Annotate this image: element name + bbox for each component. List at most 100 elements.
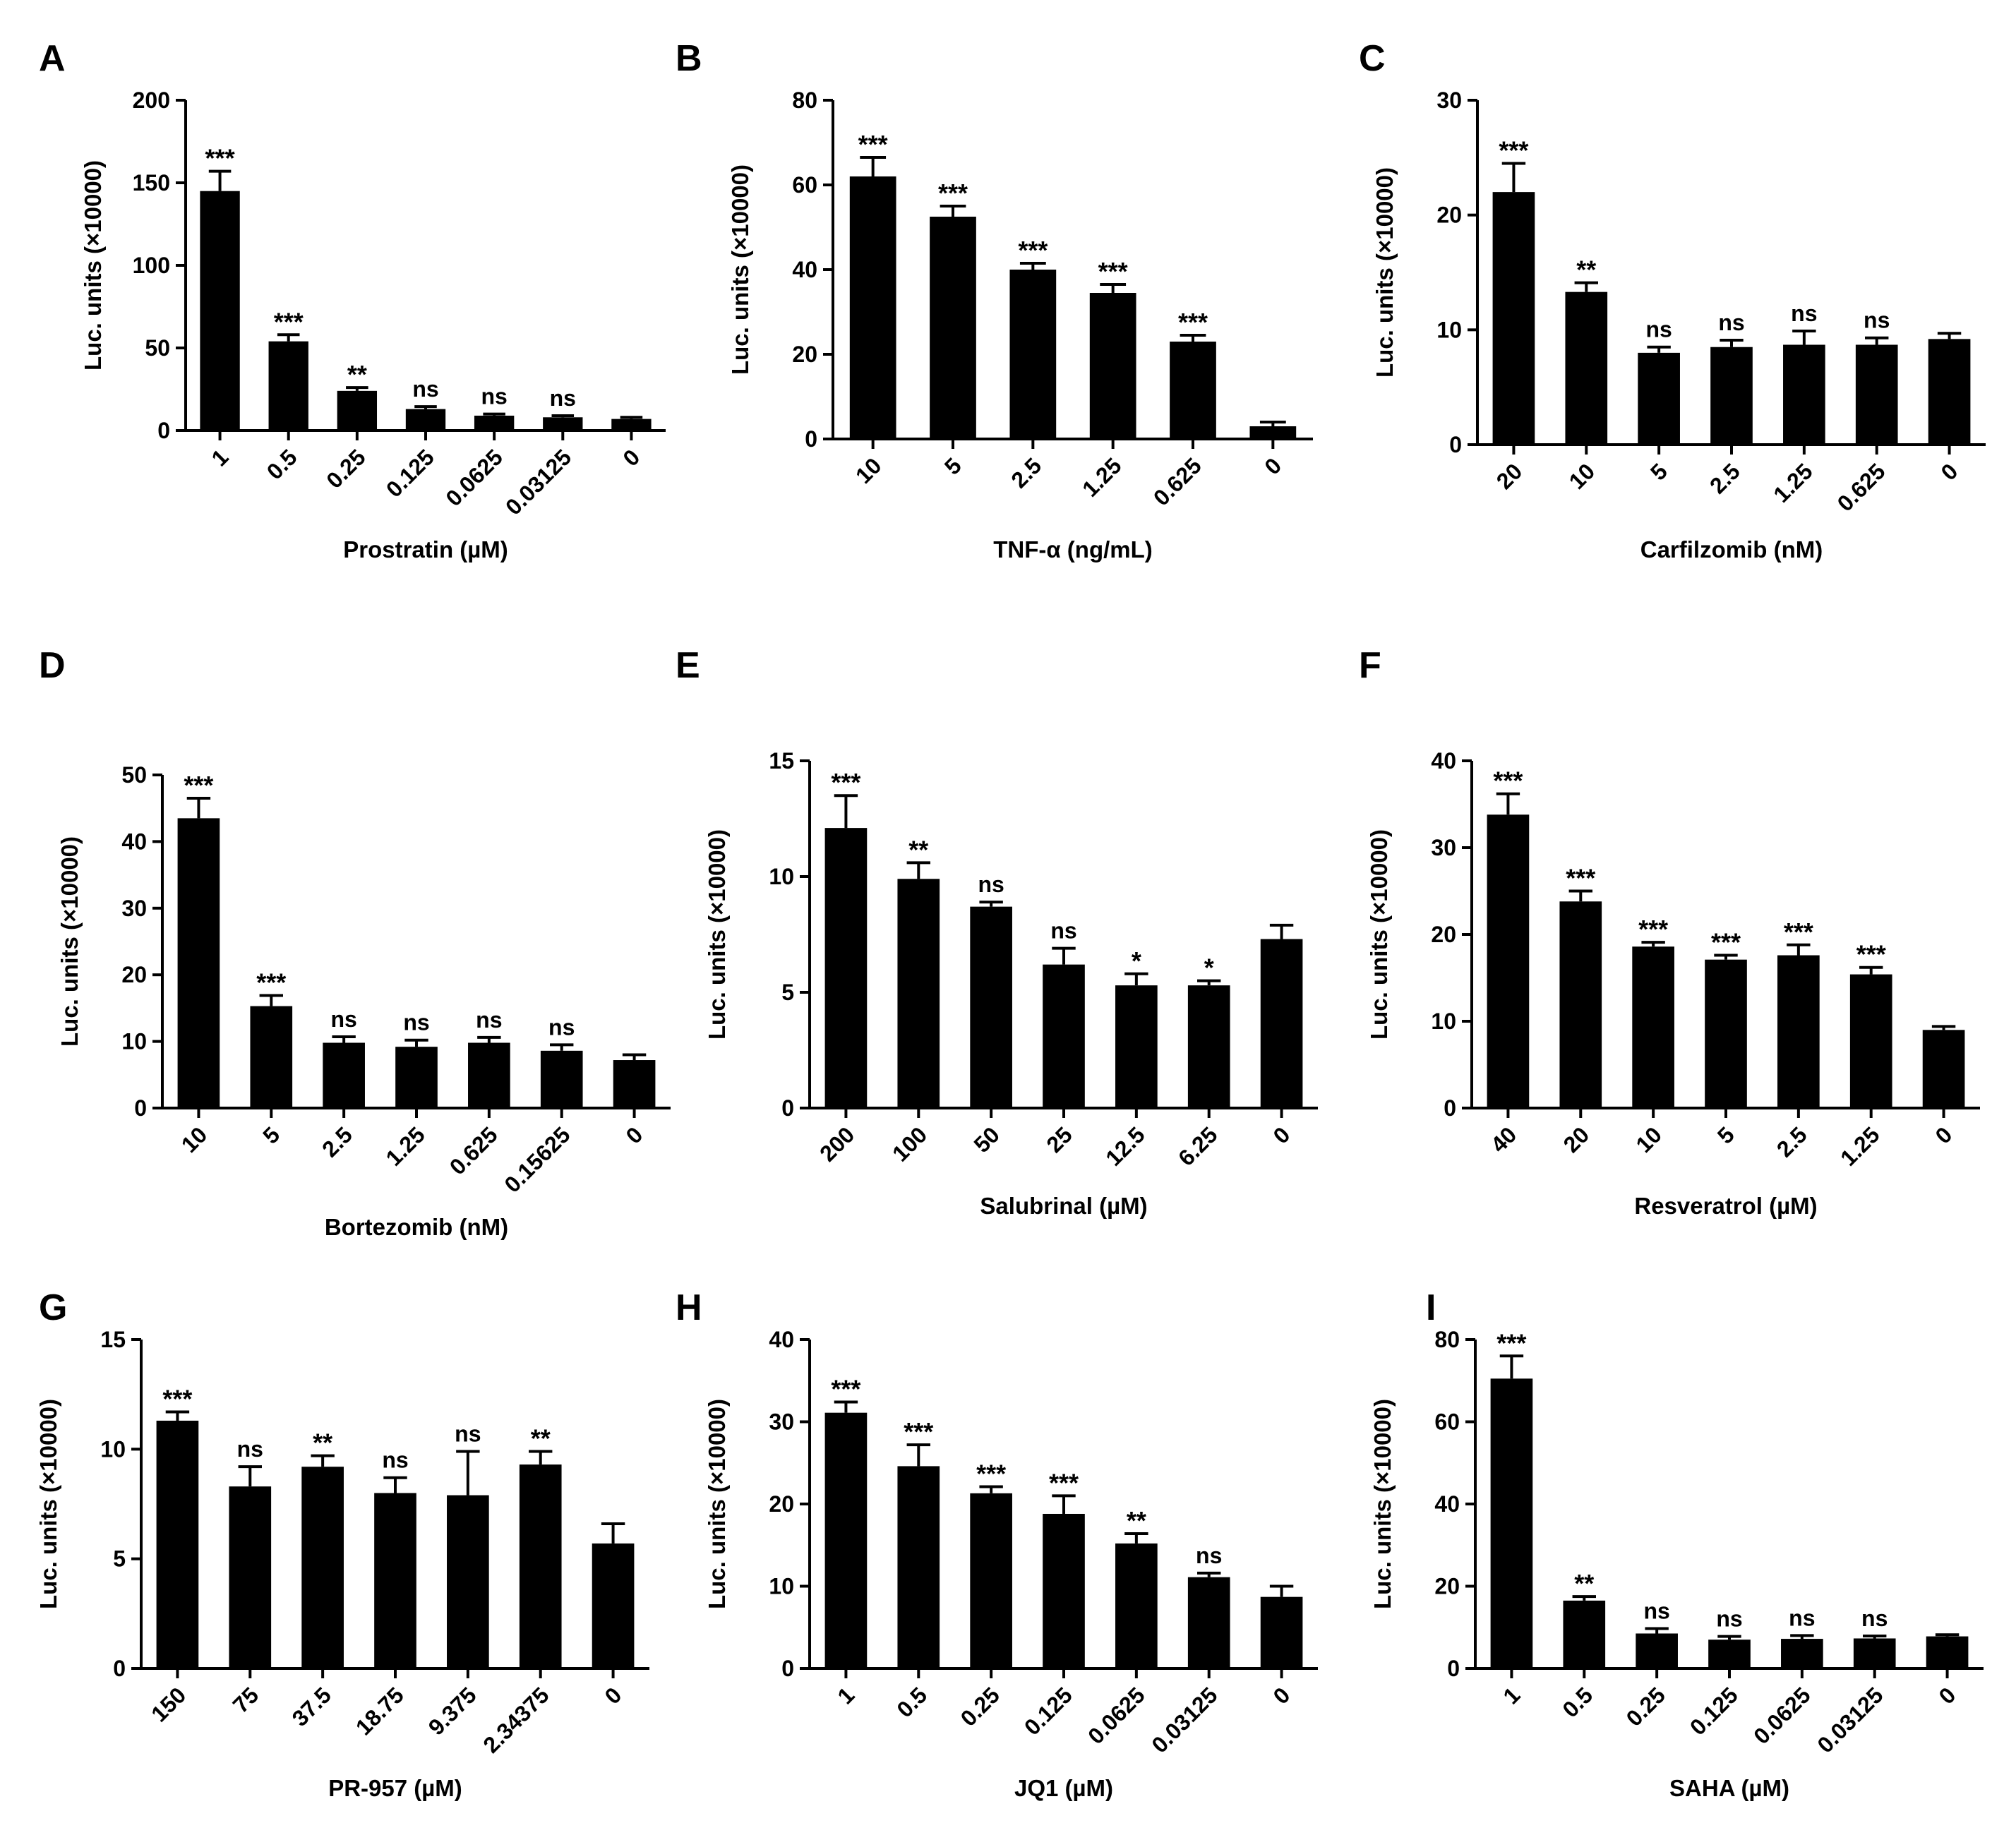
bar <box>447 1495 489 1668</box>
panel-c: C 0 10 20 30 Luc. units (×10000) *** 20 ** 10 ns 5 n… <box>1359 38 1986 562</box>
y-tick-label: 200 <box>133 88 170 113</box>
y-tick-label: 10 <box>1431 1009 1456 1034</box>
bar <box>250 1006 293 1108</box>
x-tick-label: 1.25 <box>1835 1121 1884 1170</box>
x-tick-label: 2.5 <box>1705 458 1745 498</box>
x-tick-label: 0.625 <box>445 1121 503 1179</box>
bar <box>1249 426 1297 439</box>
bar <box>1708 1640 1751 1668</box>
x-axis-label: Salubrinal (µM) <box>980 1193 1147 1219</box>
x-tick-label: 10 <box>1564 458 1600 494</box>
y-tick-label: 50 <box>121 762 147 788</box>
bar <box>395 1047 438 1108</box>
bar <box>519 1464 562 1668</box>
bar <box>1490 1378 1533 1668</box>
y-tick-label: 0 <box>781 1095 794 1121</box>
bar <box>1187 985 1230 1108</box>
bar <box>849 176 896 439</box>
panel-letter: I <box>1426 1287 1436 1328</box>
x-axis-label: JQ1 (µM) <box>1014 1775 1113 1801</box>
x-tick-label: 0.15625 <box>499 1121 575 1197</box>
y-tick-label: 10 <box>769 864 794 889</box>
x-tick-label: 0.25 <box>1621 1682 1670 1731</box>
significance-label: ns <box>382 1448 408 1473</box>
x-tick-label: 150 <box>146 1682 191 1726</box>
y-axis-label: Luc. units (×10000) <box>1366 829 1392 1040</box>
bar <box>970 906 1012 1108</box>
y-tick-label: 40 <box>1431 748 1456 774</box>
significance-label: *** <box>1178 308 1208 337</box>
x-tick-label: 0.0625 <box>440 444 508 511</box>
panel-letter: F <box>1359 645 1381 686</box>
panel-letter: H <box>676 1287 702 1328</box>
significance-label: *** <box>1496 1328 1526 1357</box>
y-tick-label: 60 <box>792 172 817 198</box>
x-tick-label: 0.125 <box>1019 1682 1077 1740</box>
panel-g: G 0 5 10 15 Luc. units (×10000) *** 150 ns 75 ** 37… <box>35 1287 649 1801</box>
bar <box>897 879 940 1108</box>
significance-label: ns <box>481 384 507 409</box>
x-tick-label: 5 <box>1645 458 1672 485</box>
significance-label: *** <box>1493 766 1523 795</box>
significance-label: ns <box>1789 1605 1815 1630</box>
significance-label: ns <box>1864 308 1890 333</box>
panel-letter: D <box>39 645 66 686</box>
x-tick-label: 0.03125 <box>500 444 576 519</box>
y-tick-label: 20 <box>121 962 147 987</box>
x-tick-label: 0 <box>620 1121 647 1148</box>
x-tick-label: 5 <box>1712 1121 1739 1148</box>
panel-letter: A <box>39 38 66 79</box>
significance-label: ns <box>978 872 1004 897</box>
y-tick-label: 20 <box>769 1491 794 1517</box>
significance-label: *** <box>256 968 286 997</box>
bar <box>613 1060 656 1108</box>
bar <box>824 1412 868 1668</box>
x-tick-label: 2.5 <box>1772 1121 1812 1162</box>
x-axis-label: Resveratrol (µM) <box>1634 1193 1817 1219</box>
significance-label: ** <box>1574 1569 1594 1598</box>
bar <box>1492 192 1535 445</box>
y-tick-label: 5 <box>113 1546 126 1572</box>
y-tick-label: 60 <box>1434 1409 1460 1435</box>
significance-label: ** <box>1127 1506 1146 1535</box>
significance-label: *** <box>1711 928 1741 957</box>
bar <box>1565 291 1608 445</box>
bar <box>1855 344 1898 445</box>
x-axis-label: SAHA (µM) <box>1669 1775 1789 1801</box>
y-tick-label: 50 <box>145 335 170 361</box>
x-tick-label: 10 <box>1631 1121 1667 1157</box>
panel-letter: B <box>676 38 702 79</box>
x-tick-label: 100 <box>887 1121 932 1166</box>
x-tick-label: 10 <box>851 452 887 488</box>
y-axis-label: Luc. units (×10000) <box>56 836 83 1047</box>
significance-label: ** <box>313 1428 332 1457</box>
x-tick-label: 0 <box>1268 1682 1295 1709</box>
bar <box>1260 1596 1303 1668</box>
significance-label: *** <box>858 130 888 159</box>
y-tick-label: 150 <box>133 170 170 195</box>
panel-i: I 0 20 40 60 80 Luc. units (×10000) *** 1 ** 0.5 ns… <box>1369 1287 1984 1801</box>
significance-label: *** <box>184 771 213 800</box>
significance-label: ns <box>550 385 576 411</box>
bar <box>200 191 240 431</box>
x-tick-label: 2.34375 <box>478 1682 553 1757</box>
significance-label: *** <box>1499 136 1528 164</box>
x-tick-label: 0 <box>1259 452 1286 479</box>
x-tick-label: 0.5 <box>1557 1682 1597 1722</box>
y-axis-label: Luc. units (×10000) <box>1369 1399 1396 1609</box>
bar <box>1783 344 1825 445</box>
bar <box>405 409 446 431</box>
x-tick-label: 20 <box>1559 1121 1595 1157</box>
significance-label: *** <box>1784 918 1813 946</box>
significance-label: ns <box>1645 317 1672 342</box>
x-tick-label: 5 <box>258 1121 284 1148</box>
significance-label: ns <box>330 1006 356 1032</box>
bar <box>1777 955 1820 1108</box>
bar <box>824 828 868 1108</box>
x-tick-label: 0.25 <box>956 1682 1004 1731</box>
bar <box>323 1042 365 1108</box>
y-tick-label: 30 <box>1436 88 1462 113</box>
x-tick-label: 0.125 <box>381 444 439 502</box>
bar <box>1922 1030 1965 1108</box>
